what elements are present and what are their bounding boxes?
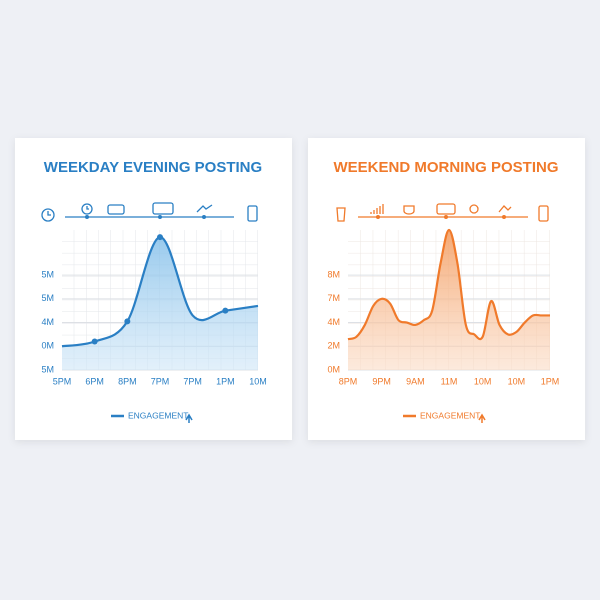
x-tick-label: 1PM bbox=[216, 376, 235, 386]
legend-label: ENGAGEMENT bbox=[420, 410, 480, 420]
point bbox=[124, 318, 131, 325]
y-tick-label: 4M bbox=[327, 317, 340, 327]
x-tick-label: 10M bbox=[508, 376, 526, 386]
y-tick-label: 5M bbox=[41, 269, 54, 279]
point bbox=[91, 338, 98, 345]
legend-arrow bbox=[478, 413, 486, 423]
y-tick-label: 7M bbox=[327, 293, 340, 303]
point bbox=[157, 234, 163, 241]
icon-row bbox=[336, 203, 549, 222]
x-tick-label: 9PM bbox=[372, 376, 391, 386]
y-tick-label: 5M bbox=[41, 293, 54, 303]
y-tick-label: 0M bbox=[41, 341, 54, 351]
icon-dots bbox=[85, 215, 206, 219]
x-tick-label: 7PM bbox=[151, 376, 170, 386]
legend-label: ENGAGEMENT bbox=[128, 410, 188, 420]
x-tick-label: 1PM bbox=[541, 376, 560, 386]
chart-title: WEEKEND MORNING POSTING bbox=[333, 159, 558, 176]
x-tick-label: 8PM bbox=[118, 376, 137, 386]
point bbox=[222, 307, 229, 314]
y-tick-label: 5M bbox=[41, 364, 54, 374]
x-tick-label: 8PM bbox=[339, 376, 358, 386]
icon-dots bbox=[376, 215, 506, 219]
x-tick-label: 10M bbox=[474, 376, 492, 386]
y-tick-label: 4M bbox=[41, 317, 54, 327]
y-tick-label: 0M bbox=[327, 364, 340, 374]
y-tick-label: 8M bbox=[327, 269, 340, 279]
x-tick-label: 5PM bbox=[53, 376, 72, 386]
icon-row bbox=[41, 202, 258, 222]
y-tick-label: 2M bbox=[327, 341, 340, 351]
chart-title: WEEKDAY EVENING POSTING bbox=[44, 159, 262, 176]
x-tick-label: 10M bbox=[249, 376, 267, 386]
x-tick-label: 9AM bbox=[406, 376, 425, 386]
legend-arrow bbox=[185, 413, 193, 423]
line bbox=[347, 228, 550, 341]
x-tick-label: 6PM bbox=[85, 376, 104, 386]
area bbox=[348, 230, 550, 370]
x-tick-label: 7PM bbox=[183, 376, 202, 386]
x-tick-label: 11M bbox=[441, 376, 458, 386]
